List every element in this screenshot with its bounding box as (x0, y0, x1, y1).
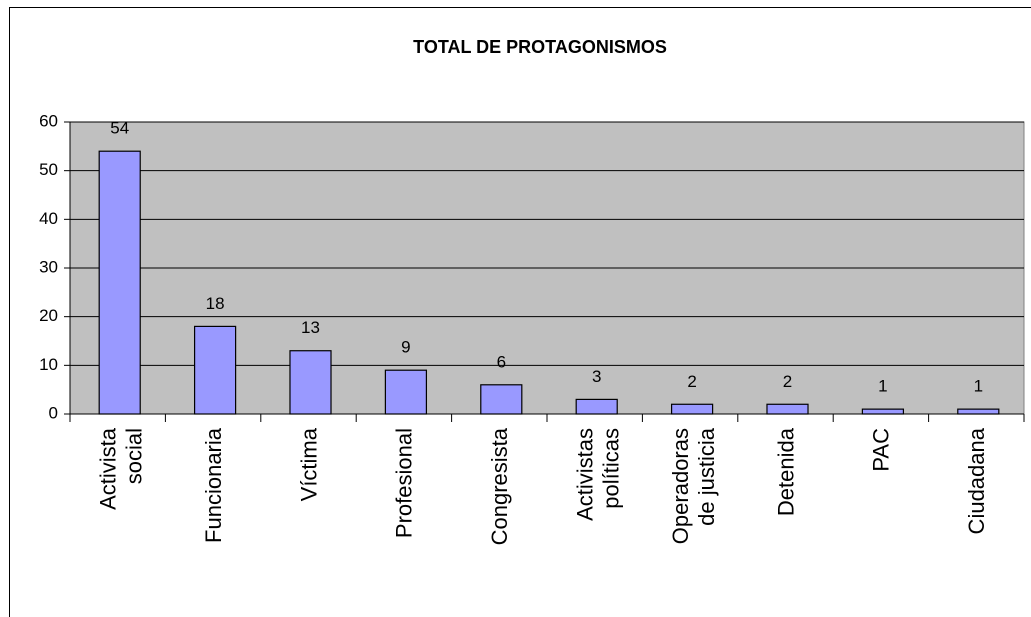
y-tick-label: 10 (39, 355, 58, 374)
value-label: 1 (974, 377, 983, 396)
value-label: 18 (206, 294, 225, 313)
bar (861, 408, 905, 415)
x-tick-label: Activistasocial (96, 427, 147, 510)
x-tick-label: Víctima (296, 427, 321, 501)
bar (289, 350, 332, 415)
value-label: 2 (783, 372, 792, 391)
value-label: 13 (301, 318, 320, 337)
bar (670, 403, 714, 415)
x-tick-label: Ciudadana (964, 427, 989, 534)
bar (957, 408, 1000, 415)
bar (98, 150, 141, 415)
value-label: 2 (687, 372, 696, 391)
x-tick-label-line: políticas (599, 428, 624, 509)
x-tick-label: PAC (869, 428, 894, 472)
x-tick-label: Activistaspolíticas (573, 428, 624, 521)
x-tick-label: Detenida (773, 427, 798, 516)
value-label: 1 (878, 377, 887, 396)
value-label: 9 (401, 338, 410, 357)
x-tick-label: Congresista (487, 427, 512, 545)
x-tick-label: Funcionaria (201, 427, 226, 543)
bar (766, 403, 809, 415)
bar (575, 398, 618, 415)
value-label: 54 (110, 119, 129, 138)
x-tick-label-line: Operadoras (668, 428, 693, 544)
x-tick-label-line: Activistas (573, 428, 598, 521)
value-label: 6 (497, 352, 506, 371)
bar (193, 325, 237, 415)
x-tick-label-line: social (122, 428, 147, 484)
y-tick-label: 40 (39, 209, 58, 228)
x-tick-label-line: Activista (96, 427, 121, 510)
y-tick-label: 30 (39, 257, 58, 276)
y-tick-label: 60 (39, 111, 58, 130)
y-tick-label: 0 (49, 403, 58, 422)
x-tick-label: Profesional (392, 428, 417, 538)
y-tick-label: 20 (39, 306, 58, 325)
x-tick-label-line: de justicia (694, 427, 719, 526)
x-tick-label: Operadorasde justicia (668, 427, 719, 544)
bar (384, 369, 428, 415)
y-tick-label: 50 (39, 160, 58, 179)
chart-title: TOTAL DE PROTAGONISMOS (413, 37, 667, 57)
bar (480, 384, 523, 415)
value-label: 3 (592, 367, 601, 386)
